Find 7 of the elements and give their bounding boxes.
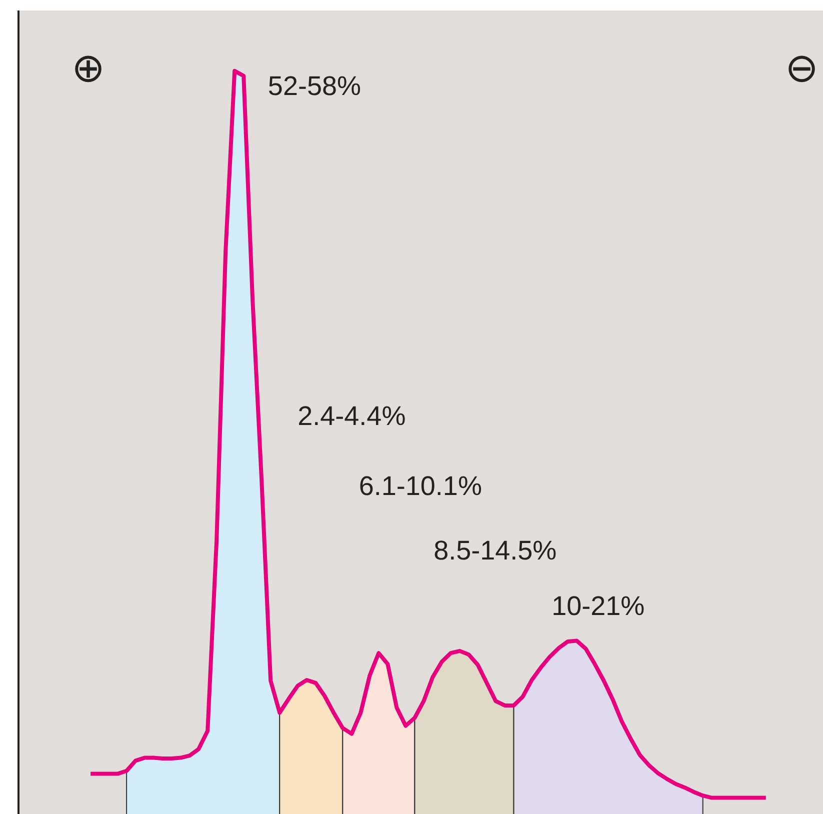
text: ⊖ [784, 46, 819, 91]
annotation: 8.5-14.5% [434, 536, 557, 566]
annotation: 6.1-10.1% [358, 470, 482, 501]
annotation: ⊕ [72, 46, 106, 91]
annotation: 52-58% [268, 71, 361, 102]
annotation: 10-21% [552, 590, 645, 621]
annotation: 2.4-4.4% [298, 401, 406, 432]
